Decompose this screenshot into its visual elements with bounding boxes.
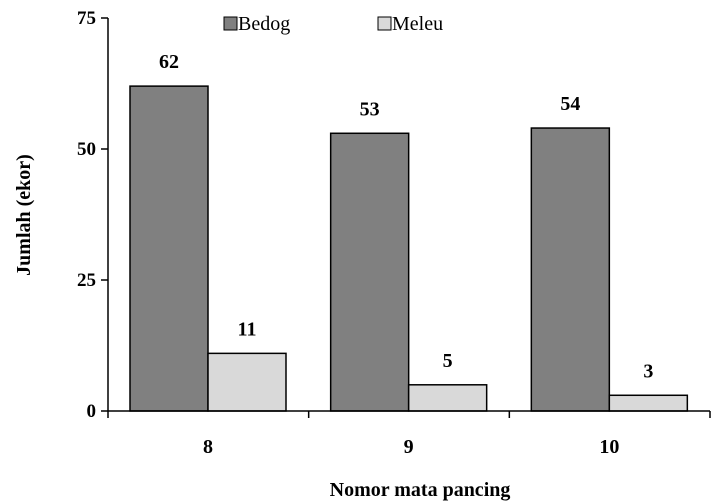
axes — [101, 17, 711, 418]
legend-swatch-bedog — [223, 16, 238, 31]
x-tick-label: 10 — [599, 436, 619, 458]
bar-meleu-10 — [608, 394, 689, 412]
bar-meleu-8 — [207, 352, 287, 412]
legend: Bedog Meleu — [223, 13, 443, 35]
bar-bedog-10 — [530, 127, 611, 412]
x-tick-label: 9 — [404, 436, 414, 458]
y-tick-label: 25 — [77, 270, 96, 291]
data-label-meleu-9: 5 — [443, 350, 453, 372]
y-tick-labels: 0 25 50 75 — [77, 8, 96, 422]
legend-label-bedog: Bedog — [238, 13, 290, 35]
data-label-bedog-9: 53 — [360, 98, 380, 120]
x-tick-label: 8 — [203, 436, 213, 458]
data-label-bedog-8: 62 — [159, 51, 179, 73]
data-label-bedog-10: 54 — [560, 93, 580, 115]
y-tick-label: 75 — [77, 8, 96, 29]
data-label-meleu-8: 11 — [238, 318, 257, 340]
legend-swatch-meleu — [377, 16, 392, 31]
bar-bedog-9 — [329, 132, 410, 412]
y-tick-label: 0 — [87, 401, 97, 422]
y-axis-title: Jumlah (ekor) — [13, 154, 35, 276]
x-axis-title: Nomor mata pancing — [330, 479, 511, 501]
bars — [129, 85, 689, 412]
bar-bedog-8 — [129, 85, 209, 412]
x-tick-labels: 8 9 10 — [203, 436, 619, 458]
data-label-meleu-10: 3 — [643, 360, 653, 382]
bar-meleu-9 — [407, 384, 488, 412]
y-tick-label: 50 — [77, 139, 96, 160]
legend-label-meleu: Meleu — [392, 13, 443, 35]
